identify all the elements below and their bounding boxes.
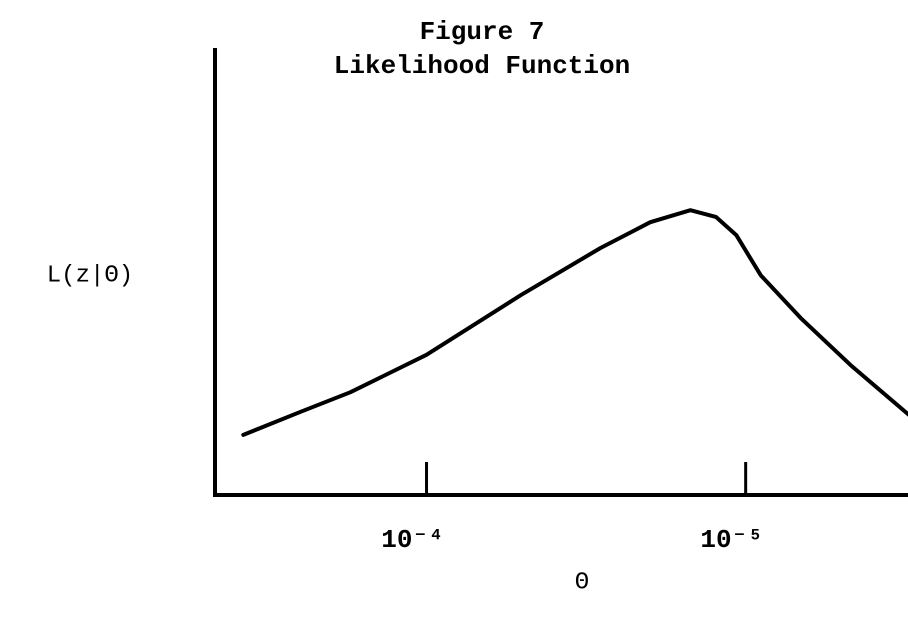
x-tick-label: 10⁻⁴ bbox=[381, 525, 443, 555]
chart-subtitle: Likelihood Function bbox=[334, 51, 630, 81]
likelihood-curve bbox=[241, 208, 908, 437]
y-axis-label: L(z|Θ) bbox=[47, 262, 133, 289]
chart-title: Figure 7 bbox=[420, 17, 545, 47]
x-axis-label: Θ bbox=[575, 569, 589, 596]
x-tick-label: 10⁻⁵ bbox=[700, 525, 762, 555]
